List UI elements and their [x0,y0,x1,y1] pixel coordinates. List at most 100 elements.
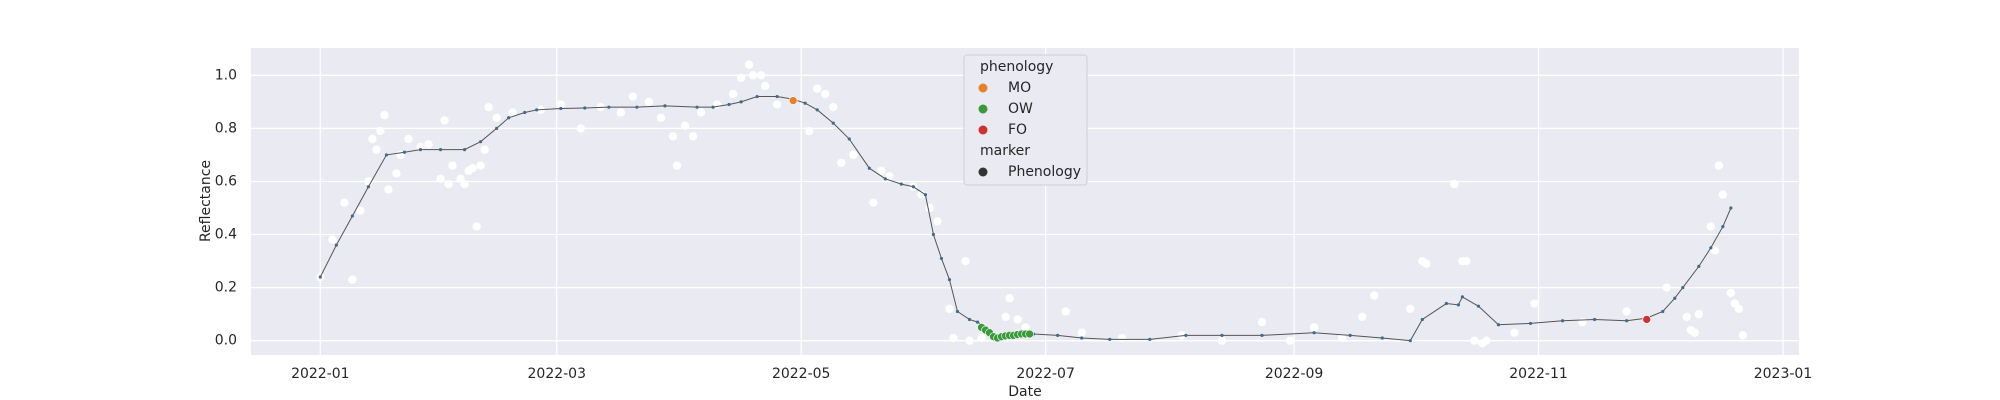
line-point [883,177,887,181]
raw-point [328,235,337,245]
raw-point [885,171,894,181]
raw-point [680,121,690,130]
legend-marker [978,167,988,177]
line-point [955,309,960,314]
raw-point [416,142,425,152]
raw-point [1690,328,1700,337]
raw-point [644,97,654,107]
legend-title: phenology [980,59,1053,75]
raw-point [668,132,678,141]
raw-point [965,336,974,345]
line-point [350,214,354,218]
line-point [523,110,527,115]
x-tick-label: 2022-03 [528,366,587,382]
legend-title: marker [980,143,1030,159]
raw-point [813,84,822,93]
line-point [663,104,667,108]
raw-point [961,256,970,266]
raw-point [616,108,626,117]
line-point [899,182,903,186]
raw-point [1738,331,1748,340]
line-point [1056,333,1060,337]
raw-point [1462,256,1471,266]
legend-label: FO [1008,122,1027,138]
raw-point [1217,336,1227,345]
raw-point [1726,288,1736,298]
y-tick-label: 0.2 [215,280,237,296]
raw-point [696,108,706,117]
raw-point [1061,307,1070,316]
legend-box [963,54,1088,186]
line-point [607,105,611,109]
raw-point [1710,246,1720,255]
raw-point [1622,307,1631,316]
raw-point [1470,336,1479,345]
line-point [1709,246,1713,250]
line-point [775,94,779,99]
line-point [727,102,731,107]
line-point [1593,317,1597,322]
legend-marker [978,125,988,135]
raw-point [1337,333,1347,343]
line-point [923,193,928,197]
raw-point [480,145,489,154]
x-tick-label: 2022-05 [772,366,831,382]
raw-point [424,140,433,149]
raw-point [1450,179,1459,189]
x-axis-label: Date [1008,384,1041,400]
raw-point [744,60,754,69]
line-point [507,116,511,120]
raw-point [1482,336,1491,345]
raw-point [1370,291,1379,300]
raw-point [356,206,365,215]
line-point [831,121,835,125]
raw-point [436,174,445,184]
line-point [462,148,467,152]
raw-point [917,190,926,199]
line-point [1184,333,1188,337]
line-point [1560,319,1565,323]
raw-point [672,161,682,170]
raw-point [476,161,485,170]
raw-point [556,100,565,109]
raw-point [448,161,457,170]
line-point [1408,339,1412,343]
line-point [334,243,338,247]
y-tick-label: 0.6 [215,173,237,189]
raw-point [688,132,698,141]
raw-point [1682,312,1691,321]
line-point [803,101,807,105]
line-point [1444,301,1448,306]
line-point [384,153,389,157]
phenology-point [1642,315,1652,324]
line-point [1460,295,1464,299]
raw-point [837,158,846,168]
raw-point [380,110,389,120]
y-tick-label: 0.8 [215,120,237,136]
line-point [1697,264,1701,268]
raw-point [1510,328,1519,337]
raw-point [849,150,858,160]
x-tick-label: 2022-07 [1016,366,1075,382]
raw-point [508,108,517,117]
raw-point [1714,161,1724,170]
raw-point [760,81,770,91]
line-point [755,94,759,99]
line-point [1528,321,1533,326]
line-point [366,185,371,189]
raw-point [384,185,393,194]
line-point [695,105,699,109]
raw-point [460,179,469,189]
raw-point [1013,315,1022,324]
raw-point [1734,304,1744,314]
raw-point [829,102,838,112]
raw-point [372,145,381,154]
raw-point [805,126,814,136]
raw-point [1662,283,1671,292]
raw-point [472,222,481,231]
raw-point [376,126,385,136]
raw-point [1578,317,1587,327]
line-point [939,256,944,261]
raw-point [656,113,666,122]
